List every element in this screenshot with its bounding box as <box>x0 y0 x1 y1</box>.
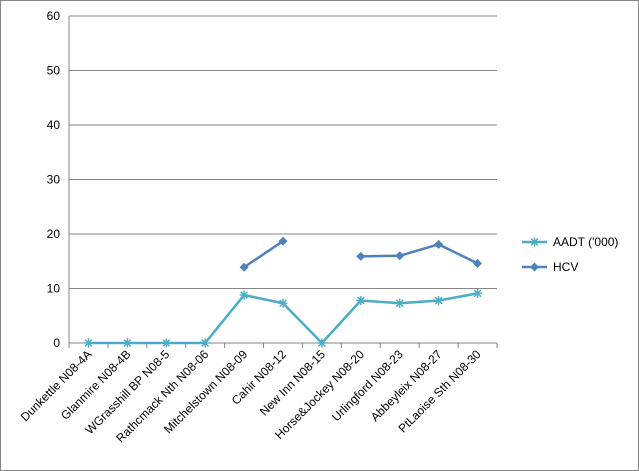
y-tick-label: 40 <box>47 118 61 132</box>
x-tick-label: Urlingford N08-23 <box>329 347 406 424</box>
series-line <box>360 243 479 265</box>
legend-label: HCV <box>553 260 578 274</box>
y-tick-label: 50 <box>47 64 61 78</box>
y-tick-label: 20 <box>47 227 61 241</box>
star-marker <box>122 338 132 348</box>
star-marker <box>356 295 366 305</box>
series-line <box>243 240 284 269</box>
star-marker <box>83 338 93 348</box>
legend-label: AADT ('000) <box>553 235 618 249</box>
x-tick-label: Dunkettle N08-4A <box>18 347 95 424</box>
x-tick-label: Glanmire N08-4B <box>58 347 133 422</box>
diamond-marker <box>434 239 444 249</box>
star-marker <box>200 338 210 348</box>
star-marker <box>434 295 444 305</box>
y-tick-label: 0 <box>53 336 60 350</box>
diamond-marker <box>278 236 288 246</box>
y-tick-label: 60 <box>47 9 61 23</box>
x-tick-label: Abbeyleix N08-27 <box>368 347 445 424</box>
y-tick-label: 10 <box>47 282 61 296</box>
diamond-marker <box>356 251 366 261</box>
diamond-marker <box>530 262 539 272</box>
star-marker <box>530 237 539 247</box>
diamond-marker <box>395 251 405 261</box>
star-marker <box>161 338 171 348</box>
star-marker <box>473 288 483 298</box>
diamond-marker <box>239 262 249 272</box>
diamond-marker <box>473 258 483 268</box>
y-tick-label: 30 <box>47 173 61 187</box>
star-marker <box>395 298 405 308</box>
star-marker <box>278 298 288 308</box>
star-marker <box>317 338 327 348</box>
star-marker <box>239 290 249 300</box>
